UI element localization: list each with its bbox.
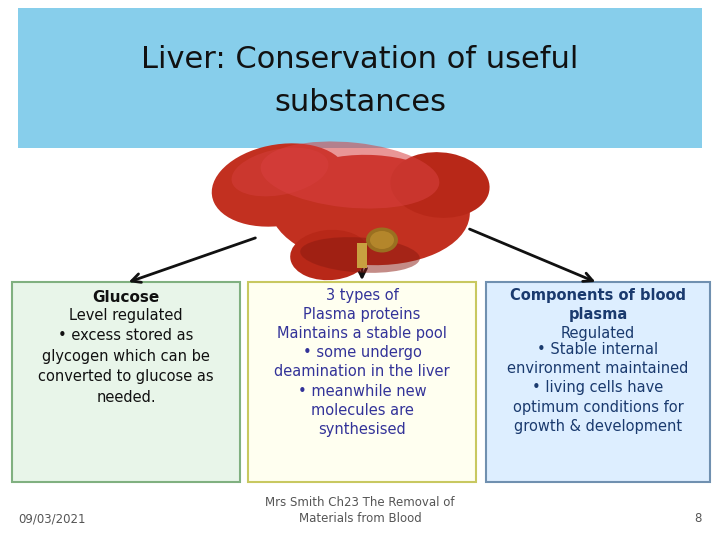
- Text: • Stable internal
environment maintained
• living cells have
optimum conditions : • Stable internal environment maintained…: [508, 342, 689, 434]
- FancyBboxPatch shape: [248, 282, 476, 482]
- Ellipse shape: [366, 227, 398, 253]
- Text: 3 types of
Plasma proteins: 3 types of Plasma proteins: [303, 288, 420, 322]
- Text: Glucose: Glucose: [92, 290, 160, 305]
- FancyBboxPatch shape: [18, 8, 702, 148]
- FancyBboxPatch shape: [357, 243, 367, 268]
- Text: 8: 8: [695, 512, 702, 525]
- Ellipse shape: [212, 143, 348, 227]
- Text: Components of blood
plasma: Components of blood plasma: [510, 288, 686, 322]
- Ellipse shape: [300, 237, 420, 273]
- Text: Liver: Conservation of useful: Liver: Conservation of useful: [141, 45, 579, 74]
- Text: Level regulated
• excess stored as
glycogen which can be
converted to glucose as: Level regulated • excess stored as glyco…: [38, 308, 214, 404]
- Text: 09/03/2021: 09/03/2021: [18, 512, 86, 525]
- FancyBboxPatch shape: [12, 282, 240, 482]
- Text: Mrs Smith Ch23 The Removal of
Materials from Blood: Mrs Smith Ch23 The Removal of Materials …: [265, 496, 455, 525]
- Ellipse shape: [390, 152, 490, 218]
- Ellipse shape: [290, 230, 370, 280]
- Ellipse shape: [261, 141, 439, 208]
- FancyBboxPatch shape: [486, 282, 710, 482]
- Ellipse shape: [370, 231, 394, 249]
- Text: Maintains a stable pool
• some undergo
deamination in the liver
• meanwhile new
: Maintains a stable pool • some undergo d…: [274, 326, 450, 437]
- Ellipse shape: [232, 147, 328, 197]
- Ellipse shape: [270, 155, 470, 265]
- Text: Regulated: Regulated: [561, 326, 635, 341]
- Text: substances: substances: [274, 88, 446, 117]
